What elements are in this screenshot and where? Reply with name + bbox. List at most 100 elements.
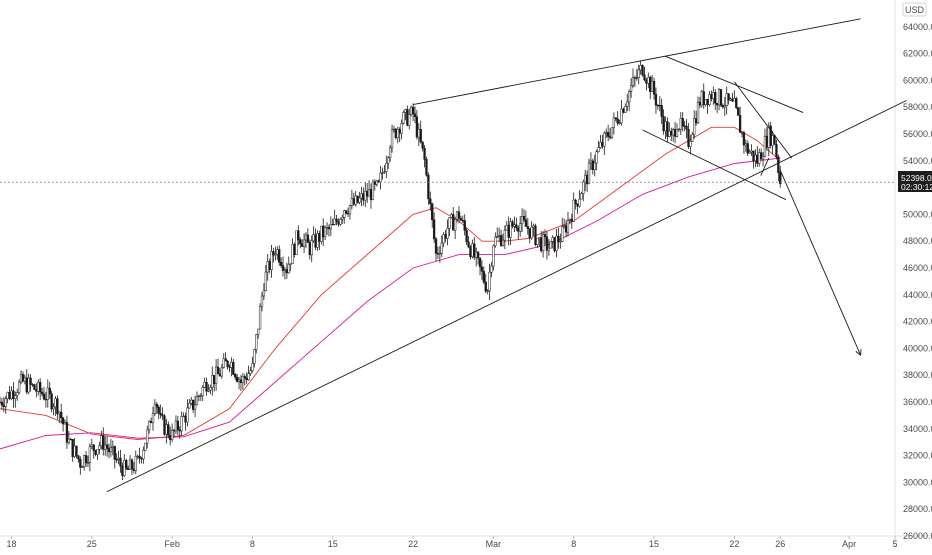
candle — [469, 244, 472, 260]
candle — [731, 92, 734, 103]
candle — [148, 420, 151, 434]
candle — [314, 228, 317, 251]
candle — [408, 108, 411, 130]
candle — [295, 230, 298, 255]
candle — [723, 97, 726, 117]
candle — [563, 218, 566, 229]
candle — [362, 187, 365, 206]
candle — [574, 198, 577, 210]
candle — [654, 87, 658, 114]
candle — [149, 417, 153, 424]
price-tick-label: 56000.0 — [903, 129, 932, 139]
candle — [687, 123, 690, 149]
candle — [245, 372, 248, 384]
candle — [744, 139, 747, 152]
time-tick-label: 26 — [775, 539, 785, 549]
candle — [96, 448, 99, 461]
candle — [620, 99, 623, 126]
candle — [354, 191, 357, 207]
price-tick-label: 64000.0 — [903, 22, 932, 32]
time-tick-label: 25 — [87, 539, 97, 549]
candle — [224, 352, 227, 362]
time-axis[interactable]: 18 25 Feb 8 15 22 Mar 8 15 22 26 Apr 5 — [6, 536, 898, 549]
time-tick-label: 15 — [649, 539, 659, 549]
currency-label: USD — [905, 5, 925, 15]
candle — [543, 229, 547, 245]
trend-line-descending-upper[interactable] — [665, 55, 804, 113]
candle — [283, 267, 287, 280]
trend-line-wedge-upper[interactable] — [733, 81, 793, 159]
trend-line-descending-lower[interactable] — [642, 129, 787, 201]
candle — [645, 77, 648, 91]
candle — [190, 396, 193, 406]
trend-line-upper-resistance[interactable] — [412, 18, 861, 105]
candle — [717, 88, 721, 111]
candle — [693, 110, 696, 139]
candle — [134, 450, 137, 475]
candle — [195, 391, 199, 406]
candle — [737, 107, 740, 116]
candle — [417, 123, 420, 147]
candle — [524, 210, 528, 227]
candle — [555, 229, 558, 258]
candle — [597, 140, 600, 153]
candle — [559, 233, 562, 249]
candle — [444, 229, 447, 243]
candle — [253, 348, 256, 368]
trend-line-projection[interactable] — [779, 170, 861, 356]
candle — [499, 229, 503, 247]
candle — [413, 106, 417, 124]
candle — [33, 383, 36, 390]
trend-line-wedge-lower[interactable] — [760, 157, 770, 176]
candle — [605, 128, 608, 139]
candle — [44, 391, 48, 408]
candle — [159, 404, 162, 419]
candle — [427, 172, 430, 205]
candle — [398, 127, 401, 143]
candle — [410, 105, 413, 117]
candle — [247, 365, 250, 381]
candle — [465, 228, 468, 246]
candle — [23, 374, 27, 385]
candle — [375, 179, 378, 187]
candle — [4, 395, 7, 414]
candle — [90, 438, 93, 450]
candle — [432, 212, 436, 243]
last-price-countdown: 02:30:12 — [901, 182, 932, 192]
candle — [404, 108, 407, 121]
price-tick-label: 48000.0 — [903, 236, 932, 246]
candle — [650, 74, 654, 93]
candle — [264, 264, 267, 292]
candle — [689, 134, 692, 155]
candle — [769, 122, 772, 149]
candle — [752, 150, 755, 169]
price-tick-label: 38000.0 — [903, 370, 932, 380]
trend-line-lower-support[interactable] — [106, 100, 907, 493]
candle — [423, 145, 426, 168]
candle — [371, 179, 375, 201]
candle — [670, 127, 673, 141]
price-axis[interactable]: 26000.0 28000.0 30000.0 32000.0 34000.0 36000… — [903, 22, 932, 541]
candle — [67, 431, 70, 445]
candle — [457, 206, 461, 224]
candle — [629, 78, 633, 98]
candle — [77, 455, 80, 463]
candle — [633, 75, 637, 87]
candle — [170, 423, 174, 443]
candle — [316, 230, 319, 251]
currency-badge[interactable]: USD — [902, 2, 927, 17]
candle — [603, 131, 606, 155]
candle — [715, 102, 719, 114]
candle — [81, 465, 84, 468]
candle — [360, 186, 363, 207]
candle — [392, 125, 396, 133]
candle — [0, 398, 4, 410]
candle — [761, 152, 765, 167]
moving-average-line — [0, 157, 781, 450]
candle — [721, 103, 725, 109]
candle — [534, 223, 537, 247]
candle — [700, 89, 703, 108]
candle — [390, 124, 394, 153]
candle — [278, 245, 281, 266]
